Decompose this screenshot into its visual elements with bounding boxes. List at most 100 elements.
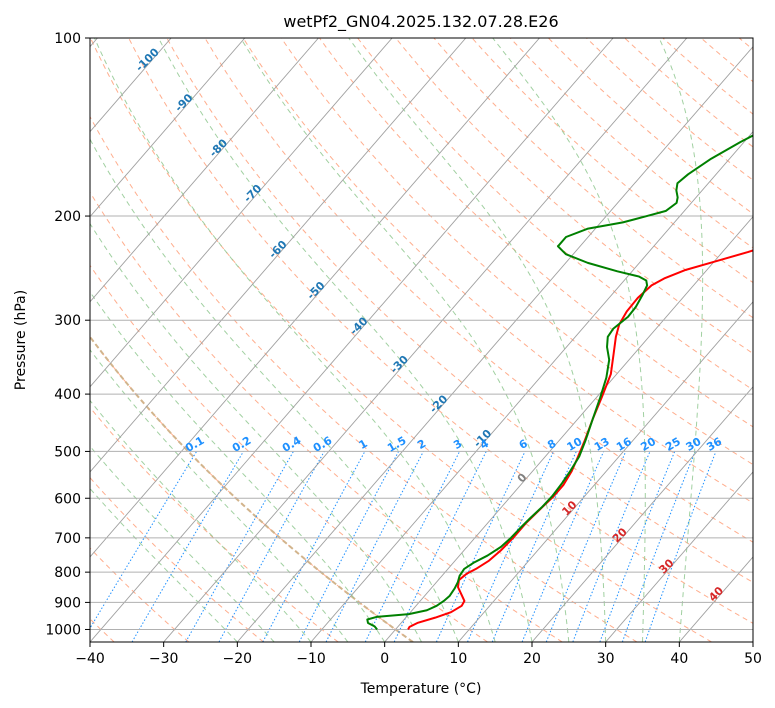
mixing-ratio-label: 2: [415, 437, 428, 452]
dry-adiabats: [90, 38, 753, 642]
mixing-ratio-lines: [90, 451, 717, 642]
isotherm-label: -100: [133, 45, 162, 74]
dry-adiabat: [90, 336, 414, 642]
x-tick-label: 50: [744, 651, 762, 667]
y-tick-label: 200: [54, 209, 81, 225]
mixing-ratio-line: [621, 451, 696, 642]
y-axis: 1000 900 800 700 600 500 400 300 200 100: [45, 31, 90, 638]
isotherm-label: 20: [610, 525, 630, 545]
mixing-ratio-line: [185, 451, 294, 642]
y-tick-label: 100: [54, 31, 81, 47]
x-tick-label: −20: [223, 651, 253, 667]
isotherm-line: [90, 38, 319, 303]
moist-adiabat: [90, 445, 275, 642]
isotherm-label: -60: [266, 238, 289, 261]
y-tick-label: 900: [54, 595, 81, 611]
mixing-ratio-line: [467, 451, 555, 642]
isotherm-label: 10: [559, 498, 579, 518]
isotherm-line: [90, 38, 614, 642]
dry-adiabat: [357, 38, 753, 391]
isotherm-line: [163, 38, 688, 642]
dewpoint-line: [366, 134, 753, 631]
y-axis-label: Pressure (hPa): [13, 290, 29, 390]
moist-adiabat: [158, 38, 533, 642]
dry-adiabat: [395, 38, 753, 355]
moist-adiabat: [240, 38, 570, 642]
mixing-ratio-line: [599, 451, 676, 642]
isotherm-line: [678, 556, 753, 642]
isotherm-label: -70: [241, 182, 264, 205]
x-tick-label: −30: [149, 651, 179, 667]
x-axis-label: Temperature (°C): [360, 681, 482, 697]
isotherm-label: -20: [427, 392, 450, 415]
moist-adiabats: [90, 38, 704, 642]
isotherm-line: [752, 641, 753, 642]
mixing-ratio-label: 8: [545, 437, 558, 452]
isotherm-line: [90, 38, 393, 388]
mixing-ratio-line: [262, 451, 366, 642]
isotherm-line: [236, 45, 753, 642]
moist-adiabat: [90, 138, 459, 642]
mixing-ratio-line: [131, 451, 244, 642]
mixing-ratio-line: [90, 451, 198, 630]
dry-adiabat: [90, 406, 339, 642]
moist-adiabat: [348, 38, 607, 642]
moist-adiabat: [90, 222, 422, 642]
dry-adiabat: [90, 38, 712, 642]
y-tick-label: 1000: [45, 622, 81, 638]
moist-adiabat: [90, 487, 238, 642]
mixing-ratio-line: [298, 451, 400, 642]
plot-frame: [89, 37, 754, 643]
isotherm-line: [90, 38, 540, 558]
isotherm-label: -90: [172, 91, 195, 114]
dry-adiabat: [738, 38, 753, 51]
dry-adiabat: [509, 38, 753, 249]
y-tick-label: 400: [54, 387, 81, 403]
isotherm-line: [90, 38, 246, 218]
isotherm-line: [605, 471, 753, 642]
isotherm-line: [310, 131, 753, 642]
x-tick-label: −40: [75, 651, 105, 667]
temperature-line: [407, 249, 753, 630]
x-axis: −40 −30 −20 −10 0 10 20 30 40 50: [75, 642, 762, 667]
moist-adiabat: [658, 38, 704, 642]
x-tick-label: 30: [597, 651, 615, 667]
x-tick-label: 40: [670, 651, 688, 667]
y-tick-label: 600: [54, 491, 81, 507]
isotherm-label: -40: [347, 314, 370, 337]
moist-adiabat: [90, 291, 386, 642]
moist-adiabat: [90, 349, 349, 642]
isotherm-line: [457, 301, 753, 642]
zero-theta-line: [90, 335, 414, 642]
y-tick-label: 300: [54, 313, 81, 329]
dry-adiabat: [90, 115, 638, 642]
pressure-grid: [90, 38, 753, 630]
isotherm-label: 30: [657, 556, 677, 576]
dry-adiabat: [700, 38, 753, 83]
mixing-ratio-label: 3: [451, 437, 464, 452]
x-tick-label: 10: [449, 651, 467, 667]
sounding-series: [366, 134, 753, 631]
dry-adiabat: [280, 38, 753, 466]
mixing-ratio-line: [545, 451, 627, 642]
isotherm-line: [384, 216, 753, 642]
x-tick-label: −10: [296, 651, 326, 667]
dry-adiabat: [242, 38, 753, 504]
plot-area: [90, 38, 753, 642]
moist-adiabat: [492, 38, 646, 642]
dry-adiabat: [624, 38, 753, 148]
dry-adiabat: [433, 38, 753, 319]
y-tick-label: 800: [54, 565, 81, 581]
mixing-ratio-line: [572, 451, 651, 642]
dry-adiabat: [90, 476, 264, 642]
isotherm-label: -30: [388, 353, 411, 376]
mixing-ratio-line: [521, 451, 605, 642]
isotherm-line: [90, 38, 467, 473]
isotherms: [90, 38, 753, 642]
dry-adiabat: [471, 38, 753, 284]
mixing-ratio-label: 1: [357, 437, 370, 452]
x-tick-label: 0: [380, 651, 389, 667]
moist-adiabat: [90, 399, 312, 642]
x-tick-label: 20: [523, 651, 541, 667]
